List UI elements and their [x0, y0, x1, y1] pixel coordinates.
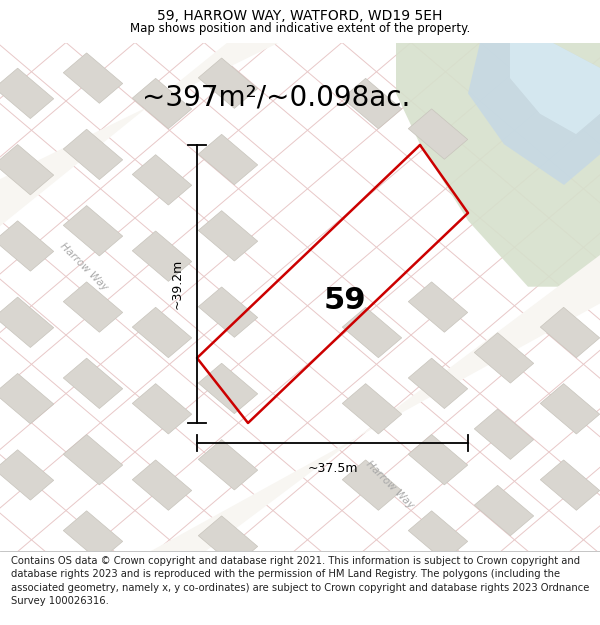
- Polygon shape: [475, 409, 533, 459]
- Polygon shape: [64, 434, 122, 485]
- Polygon shape: [396, 42, 600, 287]
- Polygon shape: [0, 32, 300, 236]
- Polygon shape: [132, 246, 600, 561]
- Polygon shape: [409, 434, 467, 485]
- Polygon shape: [199, 287, 257, 338]
- Polygon shape: [133, 78, 191, 129]
- Polygon shape: [0, 144, 53, 195]
- Text: Contains OS data © Crown copyright and database right 2021. This information is : Contains OS data © Crown copyright and d…: [11, 556, 589, 606]
- Polygon shape: [541, 308, 599, 358]
- Polygon shape: [343, 78, 401, 129]
- Polygon shape: [0, 297, 53, 348]
- Text: ~37.5m: ~37.5m: [307, 462, 358, 476]
- Text: Map shows position and indicative extent of the property.: Map shows position and indicative extent…: [130, 22, 470, 35]
- Polygon shape: [64, 129, 122, 179]
- Polygon shape: [409, 282, 467, 332]
- Polygon shape: [0, 221, 53, 271]
- Polygon shape: [133, 308, 191, 358]
- Polygon shape: [541, 460, 599, 510]
- Polygon shape: [199, 439, 257, 490]
- Polygon shape: [0, 450, 53, 500]
- Polygon shape: [510, 42, 600, 134]
- Polygon shape: [409, 109, 467, 159]
- Polygon shape: [343, 384, 401, 434]
- Polygon shape: [199, 58, 257, 108]
- Text: Harrow Way: Harrow Way: [58, 241, 110, 292]
- Polygon shape: [64, 282, 122, 332]
- Polygon shape: [64, 511, 122, 561]
- Polygon shape: [133, 384, 191, 434]
- Polygon shape: [468, 42, 600, 185]
- Polygon shape: [133, 231, 191, 281]
- Text: ~397m²/~0.098ac.: ~397m²/~0.098ac.: [142, 83, 410, 111]
- Polygon shape: [475, 332, 533, 383]
- Polygon shape: [541, 384, 599, 434]
- Polygon shape: [133, 154, 191, 205]
- Polygon shape: [409, 358, 467, 409]
- Polygon shape: [343, 308, 401, 358]
- Text: ~39.2m: ~39.2m: [171, 259, 184, 309]
- Polygon shape: [199, 211, 257, 261]
- Text: 59, HARROW WAY, WATFORD, WD19 5EH: 59, HARROW WAY, WATFORD, WD19 5EH: [157, 9, 443, 23]
- Polygon shape: [199, 516, 257, 566]
- Polygon shape: [199, 134, 257, 185]
- Polygon shape: [64, 358, 122, 409]
- Polygon shape: [0, 68, 53, 119]
- Polygon shape: [64, 53, 122, 103]
- Text: Harrow Way: Harrow Way: [364, 459, 416, 511]
- Polygon shape: [199, 363, 257, 414]
- Polygon shape: [133, 460, 191, 510]
- Text: 59: 59: [324, 286, 367, 314]
- Polygon shape: [343, 460, 401, 510]
- Polygon shape: [475, 486, 533, 536]
- Polygon shape: [64, 206, 122, 256]
- Polygon shape: [409, 511, 467, 561]
- Polygon shape: [0, 374, 53, 424]
